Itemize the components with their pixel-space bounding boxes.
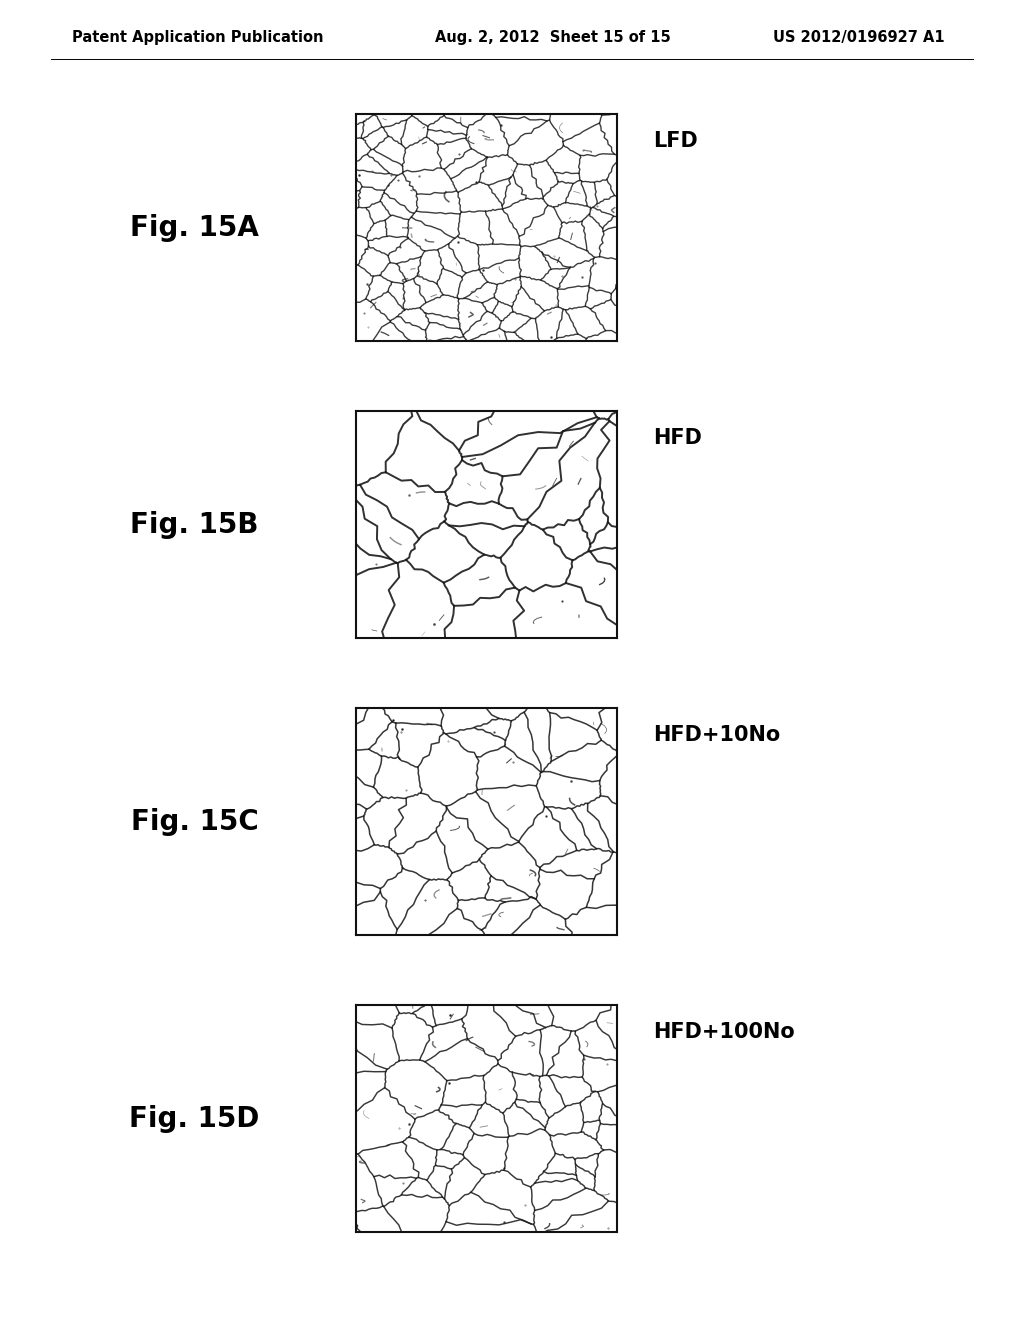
Text: Fig. 15A: Fig. 15A [130,214,259,242]
Text: HFD: HFD [653,429,702,449]
Text: Fig. 15C: Fig. 15C [131,808,258,836]
Text: US 2012/0196927 A1: US 2012/0196927 A1 [773,30,945,45]
Text: HFD+10No: HFD+10No [653,726,780,746]
Text: HFD+100No: HFD+100No [653,1023,795,1043]
Text: Aug. 2, 2012  Sheet 15 of 15: Aug. 2, 2012 Sheet 15 of 15 [435,30,671,45]
Text: Fig. 15B: Fig. 15B [130,511,259,539]
Text: Fig. 15D: Fig. 15D [129,1105,260,1133]
Text: LFD: LFD [653,132,698,152]
Text: Patent Application Publication: Patent Application Publication [72,30,324,45]
